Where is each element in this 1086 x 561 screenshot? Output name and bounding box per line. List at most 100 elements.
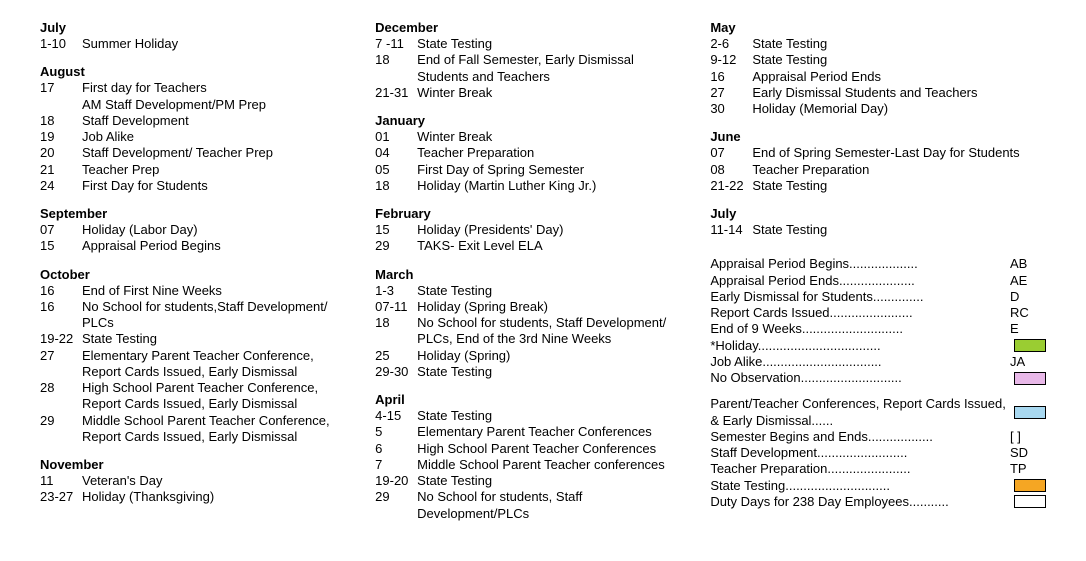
event-desc: Teacher Prep — [82, 162, 345, 178]
event-row: 21-31Winter Break — [375, 85, 680, 101]
event-desc: Winter Break — [417, 85, 680, 101]
event-row: 21Teacher Prep — [40, 162, 345, 178]
legend-code: JA — [1010, 354, 1046, 370]
legend-label: Semester Begins and Ends................… — [710, 429, 1006, 445]
legend-label: Parent/Teacher Conferences, Report Cards… — [710, 396, 1010, 429]
event-desc: State Testing — [752, 52, 1046, 68]
event-row: 15Appraisal Period Begins — [40, 238, 345, 254]
legend-label: Teacher Preparation.....................… — [710, 461, 1006, 477]
event-desc: End of Spring Semester-Last Day for Stud… — [752, 145, 1046, 161]
event-row: 19Job Alike — [40, 129, 345, 145]
month-title: June — [710, 129, 1046, 144]
month-block: September07Holiday (Labor Day)15Appraisa… — [40, 206, 345, 255]
legend-swatch — [1014, 406, 1046, 419]
event-row: 1-3State Testing — [375, 283, 680, 299]
event-date: 07 — [40, 222, 82, 238]
event-date: 07-11 — [375, 299, 417, 315]
event-row: 27Early Dismissal Students and Teachers — [710, 85, 1046, 101]
event-desc: Elementary Parent Teacher Conference, Re… — [82, 348, 345, 381]
event-date: 15 — [375, 222, 417, 238]
event-date: 5 — [375, 424, 417, 440]
legend-row: *Holiday................................… — [710, 338, 1046, 354]
event-row: 2-6State Testing — [710, 36, 1046, 52]
event-desc: State Testing — [417, 408, 680, 424]
event-date: 9-12 — [710, 52, 752, 68]
event-row: 18No School for students, Staff Developm… — [375, 315, 680, 348]
calendar-column-1: July1-10Summer HolidayAugust17First day … — [40, 20, 345, 534]
event-row: 11-14State Testing — [710, 222, 1046, 238]
event-row: 9-12State Testing — [710, 52, 1046, 68]
legend-swatch — [1014, 339, 1046, 352]
event-desc: End of Fall Semester, Early Dismissal St… — [417, 52, 680, 85]
month-block: May2-6State Testing9-12State Testing16Ap… — [710, 20, 1046, 117]
event-date: 21-31 — [375, 85, 417, 101]
legend-row: Report Cards Issued.....................… — [710, 305, 1046, 321]
event-row: 24First Day for Students — [40, 178, 345, 194]
event-row: 25Holiday (Spring) — [375, 348, 680, 364]
event-desc: Holiday (Spring) — [417, 348, 680, 364]
event-desc: Teacher Preparation — [752, 162, 1046, 178]
event-desc: Elementary Parent Teacher Conferences — [417, 424, 680, 440]
legend-code: RC — [1010, 305, 1046, 321]
event-row: 01Winter Break — [375, 129, 680, 145]
event-row: 15Holiday (Presidents' Day) — [375, 222, 680, 238]
legend-swatch — [1014, 495, 1046, 508]
event-row: 29TAKS- Exit Level ELA — [375, 238, 680, 254]
event-desc: Holiday (Memorial Day) — [752, 101, 1046, 117]
event-date: 21-22 — [710, 178, 752, 194]
event-desc: State Testing — [752, 222, 1046, 238]
event-desc: Winter Break — [417, 129, 680, 145]
legend-row: Semester Begins and Ends................… — [710, 429, 1046, 445]
event-desc: No School for students, Staff Developmen… — [417, 489, 680, 522]
event-date: 30 — [710, 101, 752, 117]
event-date: 08 — [710, 162, 752, 178]
event-row: 07Holiday (Labor Day) — [40, 222, 345, 238]
event-date: 28 — [40, 380, 82, 396]
event-date: 2-6 — [710, 36, 752, 52]
event-row: 11Veteran's Day — [40, 473, 345, 489]
legend-label: Appraisal Period Begins.................… — [710, 256, 1006, 272]
month-title: October — [40, 267, 345, 282]
event-desc: Holiday (Spring Break) — [417, 299, 680, 315]
legend-code: D — [1010, 289, 1046, 305]
legend-label: Staff Development.......................… — [710, 445, 1006, 461]
legend-row: State Testing...........................… — [710, 478, 1046, 494]
event-row: 23-27Holiday (Thanksgiving) — [40, 489, 345, 505]
event-desc: Staff Development/ Teacher Prep — [82, 145, 345, 161]
event-desc: State Testing — [417, 473, 680, 489]
event-desc: High School Parent Teacher Conference, R… — [82, 380, 345, 413]
legend-row: Appraisal Period Ends...................… — [710, 273, 1046, 289]
event-desc: Staff Development — [82, 113, 345, 129]
month-title: September — [40, 206, 345, 221]
event-row: 16No School for students,Staff Developme… — [40, 299, 345, 332]
legend-row: Duty Days for 238 Day Employees.........… — [710, 494, 1046, 510]
event-row: 18End of Fall Semester, Early Dismissal … — [375, 52, 680, 85]
event-date: 29 — [40, 413, 82, 429]
event-date: 16 — [710, 69, 752, 85]
month-title: November — [40, 457, 345, 472]
event-row: 04Teacher Preparation — [375, 145, 680, 161]
event-date: 11-14 — [710, 222, 752, 238]
month-title: July — [710, 206, 1046, 221]
event-date: 29-30 — [375, 364, 417, 380]
month-block: November11Veteran's Day23-27Holiday (Tha… — [40, 457, 345, 506]
event-row: 1-10Summer Holiday — [40, 36, 345, 52]
legend-label: No Observation..........................… — [710, 370, 1010, 386]
month-title: May — [710, 20, 1046, 35]
legend-row: Parent/Teacher Conferences, Report Cards… — [710, 396, 1046, 429]
calendar-column-2: December7 -11State Testing18End of Fall … — [375, 20, 680, 534]
event-row: 18Holiday (Martin Luther King Jr.) — [375, 178, 680, 194]
legend-row: Job Alike...............................… — [710, 354, 1046, 370]
legend-row: Staff Development.......................… — [710, 445, 1046, 461]
event-desc: Middle School Parent Teacher conferences — [417, 457, 680, 473]
event-row: 7 -11State Testing — [375, 36, 680, 52]
event-date: 18 — [375, 178, 417, 194]
legend-code: AB — [1010, 256, 1046, 272]
event-date: 4-15 — [375, 408, 417, 424]
legend-code: AE — [1010, 273, 1046, 289]
legend-row: Teacher Preparation.....................… — [710, 461, 1046, 477]
event-desc: State Testing — [752, 178, 1046, 194]
event-row: 08Teacher Preparation — [710, 162, 1046, 178]
month-title: August — [40, 64, 345, 79]
month-block: January01Winter Break04Teacher Preparati… — [375, 113, 680, 194]
